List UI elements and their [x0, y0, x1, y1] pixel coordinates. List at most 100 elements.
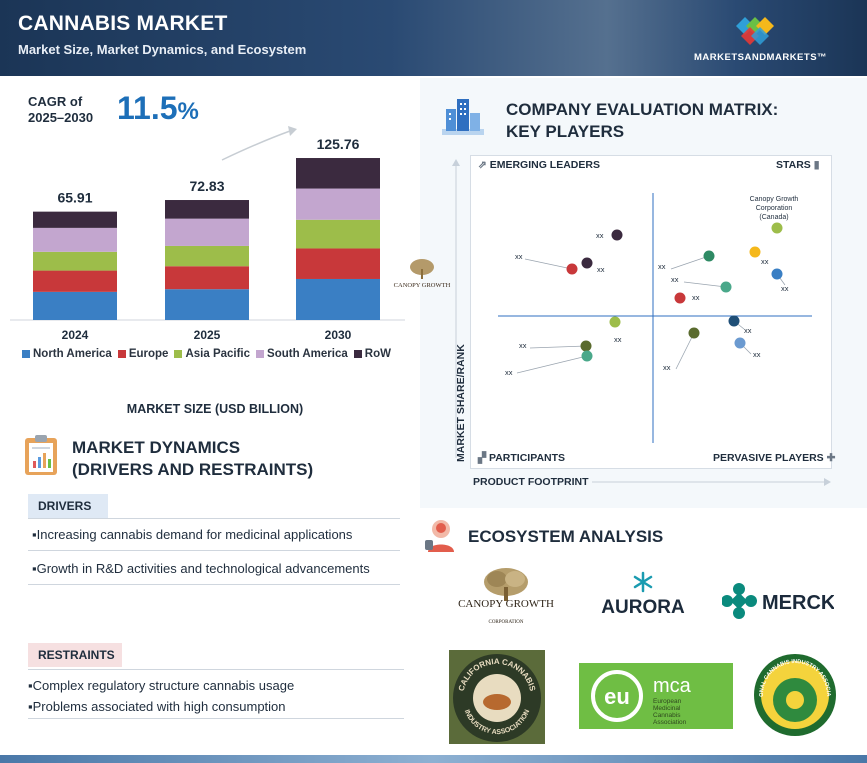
legend-label: North America: [33, 348, 112, 360]
company-point-label: xx: [761, 257, 769, 266]
company-point: [688, 327, 700, 339]
emca-circle-icon: [591, 670, 643, 722]
quadrant-stars: STARS ▮: [776, 159, 820, 171]
buildings-icon: [442, 99, 484, 135]
legend-swatch: [117, 350, 126, 358]
company-point-label: xx: [519, 341, 527, 350]
restraints-tag: RESTRAINTS: [28, 643, 122, 667]
growth-arrow: [221, 130, 291, 161]
restraint-item: ▪Problems associated with high consumpti…: [28, 699, 286, 714]
legend-swatch: [256, 350, 265, 358]
legend-label: Asia Pacific: [185, 348, 251, 360]
y-axis-arrow: [452, 159, 460, 458]
growth-arrow-head: [288, 126, 297, 136]
brand-diamonds-icon: [736, 17, 774, 45]
aurora-logo: AURORA: [601, 571, 685, 618]
company-point: [720, 281, 732, 293]
bar-segment-asia-pacific: [33, 251, 117, 271]
quadrant-participants-label: PARTICIPANTS: [489, 452, 566, 464]
emerging-leaders-icon: ⇗: [478, 159, 490, 171]
emca-line-2: Medicinal: [653, 705, 681, 712]
company-point-label: xx: [505, 368, 513, 377]
participants-icon: ▞: [478, 452, 489, 464]
bar-segment-row: [33, 211, 117, 228]
merck-logo: MERCK: [722, 583, 834, 619]
canopy-growth-side-logo: CANOPY GROWTH: [394, 259, 451, 289]
puzzle-icon: ✚: [823, 452, 836, 464]
emca-line-4: Association: [653, 719, 687, 726]
company-point: [580, 340, 592, 352]
company-point-label: xx: [597, 265, 605, 274]
quadrant-pervasive-players: PERVASIVE PLAYERS ✚: [713, 452, 835, 464]
legend-item: Asia Pacific: [174, 348, 250, 360]
company-matrix-title-line2: KEY PLAYERS: [506, 122, 625, 141]
company-point-label: xx: [663, 363, 671, 372]
x-tick-label: 2030: [325, 328, 352, 342]
drivers-tag: DRIVERS: [28, 494, 108, 518]
company-point-label: xx: [515, 252, 523, 261]
ncia-logo: NATIONAL CANNABIS INDUSTRY ASSOCIATION: [752, 652, 836, 736]
bar-segment-south-america: [165, 218, 249, 246]
bar-total-label: 125.76: [317, 136, 360, 152]
market-dynamics-title-line1: MARKET DYNAMICS: [72, 438, 241, 457]
ecosystem-person-icon: [425, 520, 454, 552]
signal-bars-icon: ▮: [810, 159, 820, 171]
canopy-logo-subtext: CORPORATION: [488, 620, 523, 625]
restraint-item: ▪Complex regulatory structure cannabis u…: [28, 678, 295, 693]
x-tick-label: 2024: [62, 328, 89, 342]
leader-line: [529, 345, 587, 349]
chart-caption: MARKET SIZE (USD BILLION): [126, 402, 304, 416]
page-title: CANNABIS MARKET: [18, 12, 228, 35]
emca-line-1: European: [653, 698, 682, 705]
divider: [28, 718, 404, 719]
company-point-label: xx: [753, 350, 761, 359]
brand-logo: MARKETSANDMARKETS™: [694, 12, 840, 64]
aurora-snowflake-icon: [633, 571, 653, 593]
driver-item: ▪Growth in R&D activities and technologi…: [32, 561, 370, 576]
market-dynamics-title: MARKET DYNAMICS (DRIVERS AND RESTRAINTS): [72, 437, 313, 481]
quadrant-participants: ▞ PARTICIPANTS: [478, 452, 565, 464]
bear-icon: [483, 694, 511, 710]
divider: [28, 550, 400, 551]
leader-line: [524, 258, 573, 270]
company-point-label: xx: [692, 293, 700, 302]
cagr-label: CAGR of 2025–2030: [28, 94, 93, 126]
bar-segment-north-america: [296, 278, 380, 320]
page-subtitle: Market Size, Market Dynamics, and Ecosys…: [18, 42, 307, 57]
emca-logo-left-text: eu: [604, 684, 630, 709]
emca-logo-right-text: mca: [653, 675, 692, 697]
bar-segment-row: [296, 158, 380, 189]
legend-item: Europe: [117, 348, 168, 360]
emca-line-3: Cannabis: [653, 712, 681, 719]
quadrant-pervasive-players-label: PERVASIVE PLAYERS: [713, 452, 824, 464]
bar-segment-europe: [33, 270, 117, 292]
canopy-logo-text: CANOPY GROWTH: [458, 598, 554, 610]
legend-swatch: [174, 350, 183, 358]
legend-swatch: [22, 350, 30, 358]
canopy-side-logo-text: CANOPY GROWTH: [394, 282, 451, 289]
merck-logo-text: MERCK: [762, 592, 834, 614]
quadrant-stars-label: STARS: [776, 159, 811, 171]
bar-segment-asia-pacific: [165, 245, 249, 267]
company-point: [749, 246, 761, 258]
x-axis-arrow: [592, 478, 831, 486]
bar-segment-row: [165, 200, 249, 219]
company-point-label: xx: [781, 284, 789, 293]
bar-segment-asia-pacific: [296, 219, 380, 249]
legend-item: South America: [256, 348, 348, 360]
leader-line: [516, 355, 588, 374]
legend-label: RoW: [364, 348, 391, 360]
divider: [28, 518, 400, 519]
bar-segment-north-america: [165, 289, 249, 320]
x-tick-label: 2025: [194, 328, 221, 342]
footer-bar: [0, 755, 867, 763]
cagr-value: 11.5%: [117, 90, 199, 127]
bar-total-label: 65.91: [57, 190, 92, 206]
bar-segment-north-america: [33, 291, 117, 320]
bar-segment-europe: [296, 248, 380, 279]
leader-line: [683, 281, 727, 288]
company-point: [734, 337, 746, 349]
company-point: [771, 268, 783, 280]
california-cannabis-industry-association-logo: CALIFORNIA CANNABIS INDUSTRY ASSOCIATION: [449, 650, 545, 744]
